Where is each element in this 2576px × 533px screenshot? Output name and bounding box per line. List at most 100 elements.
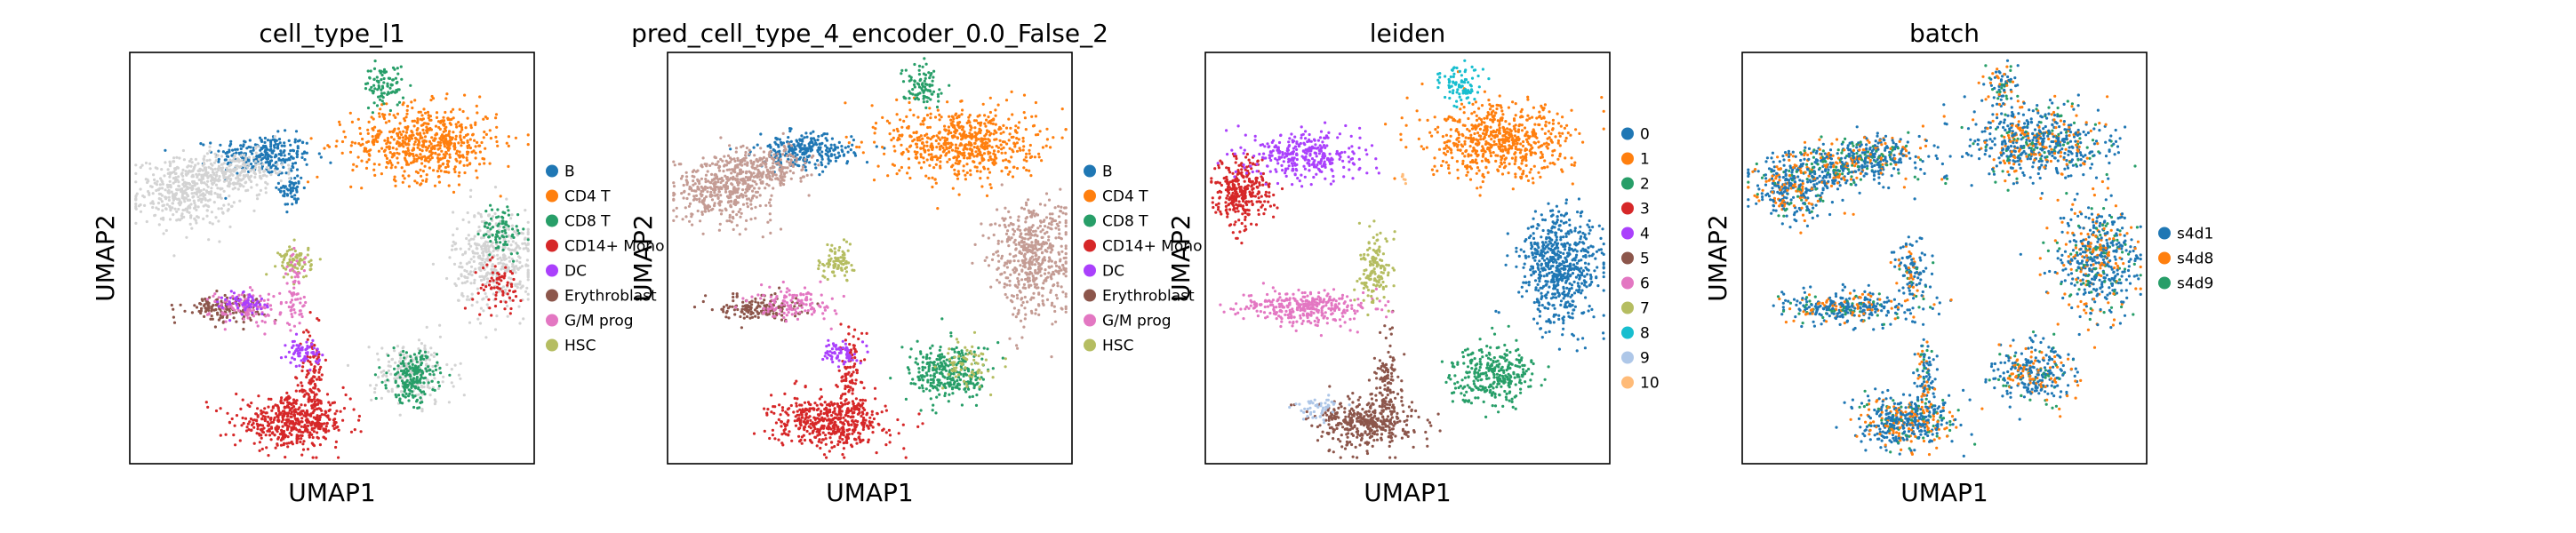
scatter-point: [417, 347, 420, 351]
scatter-point: [348, 111, 352, 115]
scatter-point: [199, 302, 203, 306]
scatter-point: [281, 260, 284, 264]
scatter-point: [481, 283, 484, 287]
scatter-point: [741, 188, 745, 192]
scatter-point: [312, 346, 316, 350]
scatter-point: [234, 147, 237, 151]
scatter-point: [758, 171, 763, 175]
scatter-point: [419, 378, 422, 381]
scatter-point: [507, 227, 511, 231]
scatter-point: [279, 300, 283, 305]
scatter-point: [285, 282, 289, 285]
scatter-point: [400, 166, 404, 170]
scatter-point: [795, 160, 798, 163]
scatter-point: [459, 247, 462, 251]
scatter-point: [300, 437, 303, 441]
scatter-point: [292, 286, 296, 290]
scatter-point: [745, 170, 748, 173]
scatter-point: [246, 403, 250, 407]
scatter-point: [526, 238, 530, 242]
scatter-point: [311, 435, 315, 440]
scatter-point: [188, 181, 191, 186]
scatter-point: [738, 163, 741, 166]
scatter-point: [306, 253, 309, 257]
scatter-point: [518, 260, 522, 264]
scatter-point: [166, 168, 170, 171]
scatter-point: [469, 282, 473, 285]
scatter-point: [254, 163, 258, 167]
scatter-point: [252, 155, 256, 159]
scatter-point: [987, 152, 990, 155]
scatter-point: [307, 330, 310, 334]
scatter-point: [290, 195, 293, 198]
scatter-point: [729, 199, 733, 203]
scatter-point: [404, 131, 408, 134]
scatter-point: [313, 370, 316, 374]
scatter-point: [478, 229, 482, 233]
scatter-point: [758, 178, 762, 181]
scatter-point: [425, 325, 428, 329]
scatter-point: [292, 423, 296, 426]
scatter-point: [508, 259, 512, 263]
scatter-point: [244, 140, 247, 144]
scatter-point: [746, 161, 749, 165]
scatter-point: [235, 177, 238, 180]
scatter-point: [143, 203, 147, 207]
scatter-point: [247, 159, 251, 163]
scatter-point: [373, 391, 377, 394]
scatter-point: [439, 169, 443, 172]
scatter-point: [733, 198, 738, 202]
scatter-point: [207, 238, 211, 242]
scatter-point: [512, 265, 516, 268]
scatter-point: [190, 192, 194, 195]
scatter-point: [212, 178, 215, 182]
scatter-point: [471, 298, 475, 301]
scatter-point: [292, 252, 295, 256]
scatter-point: [156, 202, 161, 205]
scatter-point: [700, 212, 704, 216]
scatter-point: [396, 131, 399, 135]
scatter-point: [372, 143, 376, 147]
scatter-point: [300, 384, 304, 387]
scatter-point: [236, 179, 240, 183]
scatter-point: [700, 193, 704, 197]
scatter-point: [744, 154, 748, 157]
scatter-point: [498, 236, 501, 240]
scatter-point: [166, 186, 170, 189]
scatter-point: [285, 265, 289, 268]
scatter-point: [816, 159, 820, 163]
scatter-point: [989, 186, 993, 190]
scatter-point: [424, 139, 428, 143]
scatter-point: [168, 179, 172, 183]
scatter-point: [825, 139, 829, 142]
scatter-point: [521, 242, 524, 245]
legend-marker: [546, 189, 558, 203]
scatter-point: [436, 157, 440, 161]
scatter-point: [791, 164, 796, 168]
scatter-point: [315, 378, 319, 381]
scatter-point: [244, 181, 247, 185]
scatter-point: [167, 195, 171, 199]
scatter-point: [265, 446, 268, 449]
scatter-point: [455, 227, 459, 231]
scatter-point: [232, 183, 236, 187]
scatter-point: [292, 270, 296, 274]
scatter-point: [736, 183, 740, 187]
scatter-point: [282, 184, 285, 188]
scatter-point: [719, 212, 724, 216]
scatter-point: [751, 179, 755, 183]
scatter-point: [170, 190, 173, 194]
scatter-point: [402, 101, 405, 105]
scatter-point: [717, 169, 722, 172]
scatter-point: [469, 123, 473, 127]
scatter-point: [526, 292, 530, 296]
scatter-point: [454, 123, 458, 126]
scatter-point: [700, 201, 704, 204]
scatter-point: [387, 91, 390, 95]
scatter-point: [458, 161, 461, 164]
scatter-point: [308, 260, 311, 264]
scatter-point: [855, 145, 859, 149]
scatter-point: [441, 163, 444, 166]
scatter-point: [497, 277, 500, 281]
